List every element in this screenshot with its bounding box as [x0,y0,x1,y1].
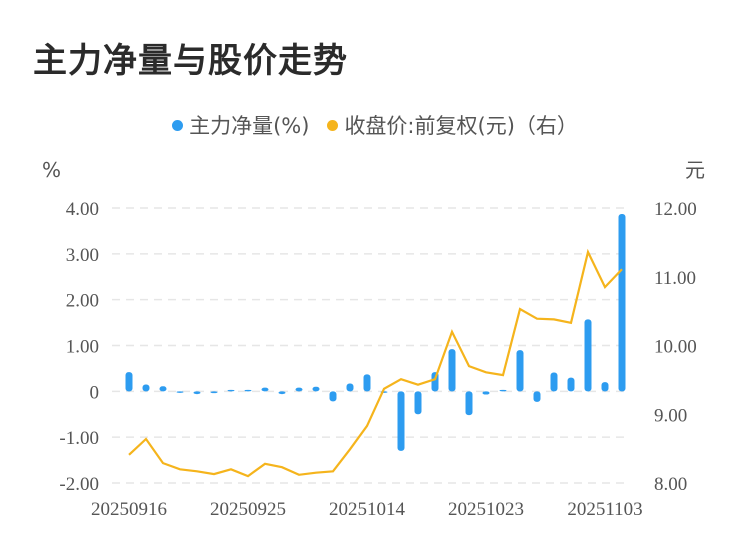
bar[interactable] [295,387,303,392]
bar[interactable] [516,350,524,392]
bar[interactable] [312,386,320,392]
bar[interactable] [584,319,592,392]
bar[interactable] [397,391,405,451]
right-axis-tick: 12.00 [654,199,697,220]
bar[interactable] [193,391,201,395]
left-axis-tick: 0 [90,382,100,403]
left-axis-tick: 3.00 [66,245,99,266]
bar[interactable] [346,383,354,392]
left-axis-tick: -1.00 [59,428,99,449]
legend-item-net-flow[interactable]: 主力净量(%) [172,110,309,140]
bar[interactable] [125,372,133,392]
left-axis-ticks: 4.00 3.00 2.00 1.00 0 -1.00 -2.00 [59,199,99,495]
bar[interactable] [142,384,150,392]
price-line [128,248,623,478]
left-axis-tick: 1.00 [66,337,99,358]
right-axis-unit: 元 [685,158,705,182]
chart-title: 主力净量与股价走势 [33,41,348,81]
right-axis-tick: 11.00 [654,268,696,289]
bar[interactable] [244,389,252,392]
right-axis-tick: 8.00 [654,474,687,495]
bar[interactable] [278,391,286,395]
bar[interactable] [618,213,626,392]
bar[interactable] [499,389,507,392]
gridlines [112,207,630,484]
legend-label: 收盘价:前复权(元)（右） [344,114,578,138]
legend: 主力净量(%) 收盘价:前复权(元)（右） [0,110,750,140]
bar[interactable] [550,372,558,392]
bar[interactable] [448,349,456,392]
right-axis-ticks: 12.00 11.00 10.00 9.00 8.00 [654,199,697,495]
bar[interactable] [465,391,473,416]
left-axis-tick: -2.00 [59,474,99,495]
legend-dot-icon [327,119,339,131]
bar[interactable] [159,386,167,392]
x-axis-label: 20250916 [91,499,167,520]
bar[interactable] [533,391,541,402]
bar-series [125,213,626,451]
bar[interactable] [414,391,422,415]
bar[interactable] [227,389,235,392]
left-axis-unit: % [42,158,61,182]
bar[interactable] [329,391,337,402]
bar[interactable] [210,391,218,394]
bar[interactable] [567,377,575,392]
bar[interactable] [363,374,371,392]
bar[interactable] [482,391,490,395]
x-axis-label: 20251103 [567,499,642,520]
legend-dot-icon [172,119,184,131]
left-axis-tick: 2.00 [66,291,99,312]
right-axis-tick: 9.00 [654,405,687,426]
right-axis-tick: 10.00 [654,337,697,358]
x-axis-label: 20251014 [329,499,406,520]
legend-label: 主力净量(%) [189,114,310,138]
x-axis-label: 20251023 [448,499,524,520]
x-axis-labels: 20250916 20250925 20251014 20251023 20251103 [91,499,643,520]
x-axis-label: 20250925 [210,499,286,520]
bar[interactable] [176,391,184,393]
legend-item-close-price[interactable]: 收盘价:前复权(元)（右） [327,110,578,140]
bar[interactable] [601,382,609,392]
bar[interactable] [261,387,269,392]
left-axis-tick: 4.00 [66,199,99,220]
